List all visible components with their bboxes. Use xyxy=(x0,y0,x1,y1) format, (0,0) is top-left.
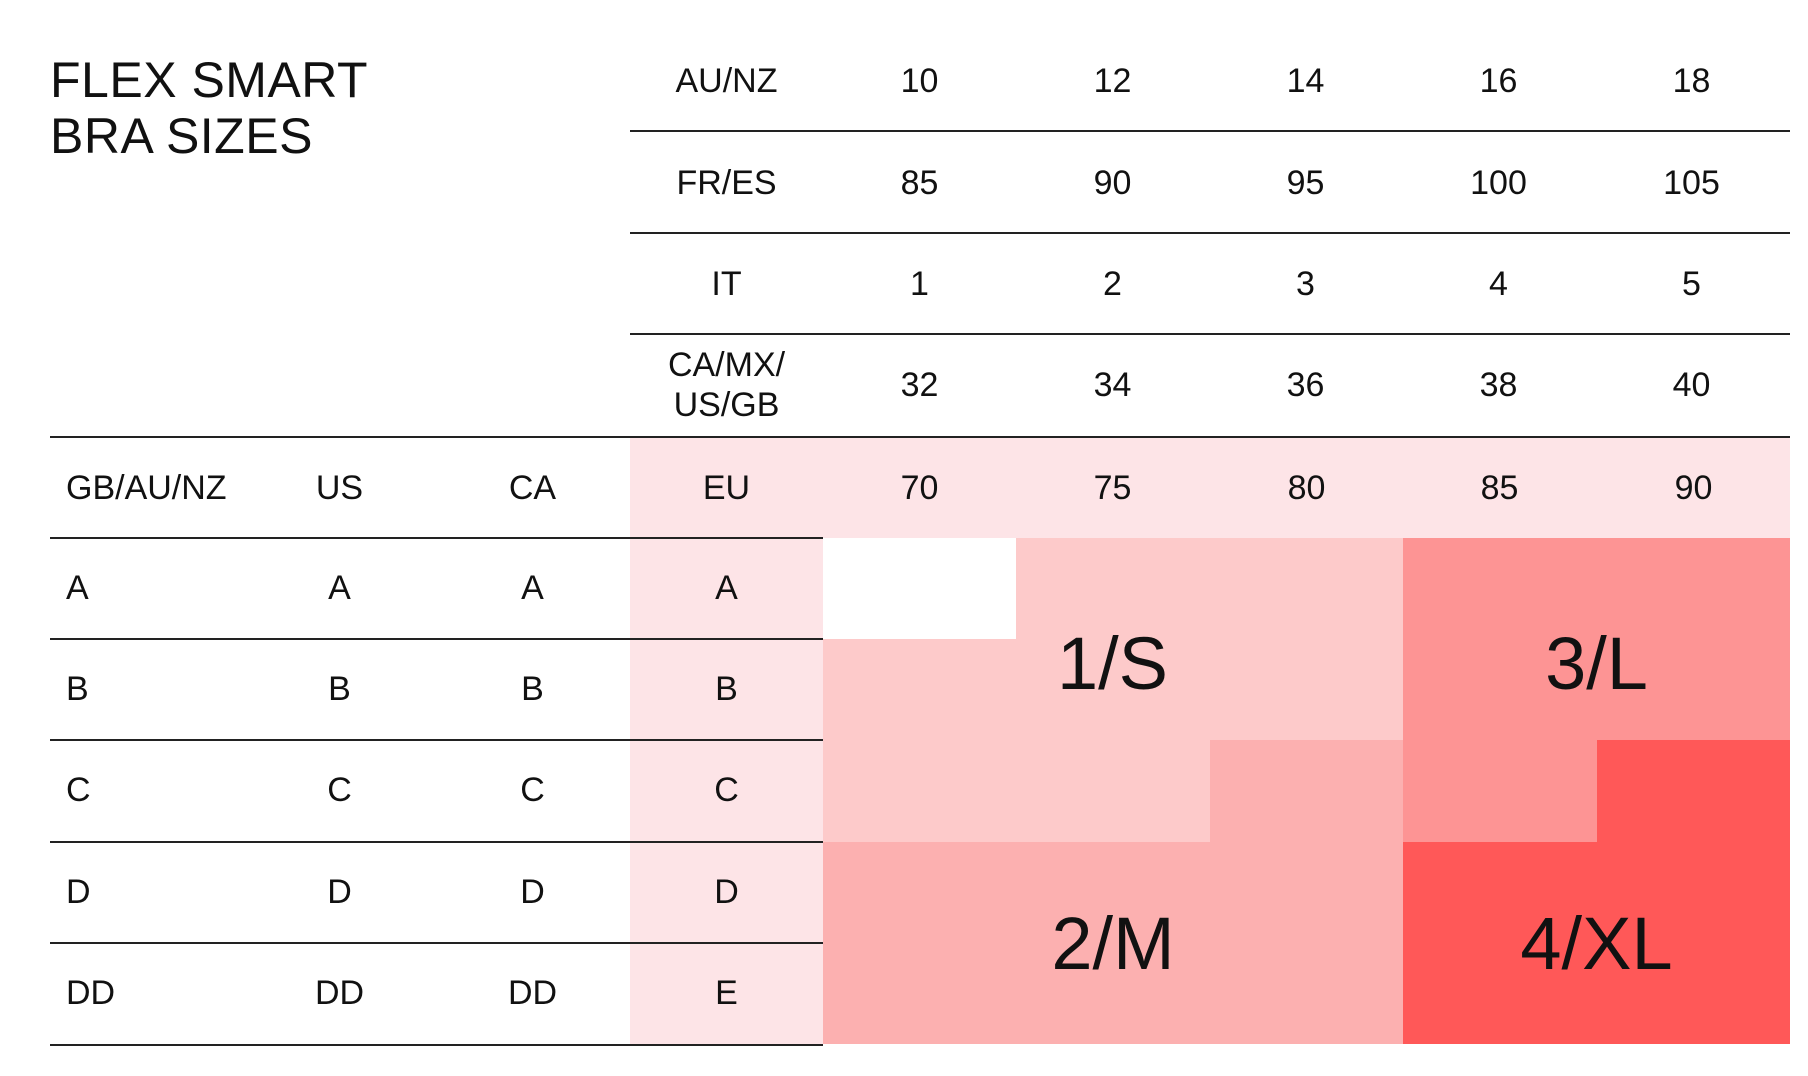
row-divider xyxy=(50,841,823,843)
grid-bottom-border xyxy=(50,1044,823,1046)
band-row-au-nz: AU/NZ 10 12 14 16 18 xyxy=(630,30,1790,131)
eu-band-value: 90 xyxy=(1674,469,1713,507)
band-value: 4 xyxy=(1489,264,1508,303)
cup-header-eu: EU xyxy=(702,469,751,507)
size-label-s: 1/S xyxy=(1056,621,1169,705)
band-system-label: IT xyxy=(711,264,742,303)
cup-size-grid: GB/AU/NZ US CA EU 70 75 80 85 90 A A A A… xyxy=(50,436,1790,1046)
band-value: 10 xyxy=(900,61,939,100)
cup-eu: D xyxy=(714,873,739,911)
row-divider xyxy=(50,942,823,944)
size-xl-block xyxy=(1597,740,1790,842)
cup-eu: A xyxy=(715,569,738,607)
title-line-1: FLEX SMART xyxy=(50,52,369,108)
cup-us: B xyxy=(328,670,351,708)
page-title: FLEX SMART BRA SIZES xyxy=(50,52,368,164)
size-m-block xyxy=(1210,740,1403,842)
cup-ca: C xyxy=(520,771,545,809)
band-value: 100 xyxy=(1470,163,1527,202)
size-xl-block xyxy=(1403,842,1790,1044)
cup-gb: C xyxy=(66,771,91,809)
band-value: 3 xyxy=(1296,264,1315,303)
band-row-fr-es: FR/ES 85 90 95 100 105 xyxy=(630,132,1790,233)
cup-us: A xyxy=(328,569,351,607)
size-label-l: 3/L xyxy=(1545,621,1648,705)
size-s-block xyxy=(823,639,1403,740)
band-value: 105 xyxy=(1663,163,1720,202)
band-value: 36 xyxy=(1286,365,1325,404)
eu-band-value: 85 xyxy=(1480,469,1519,507)
row-divider xyxy=(630,232,1790,234)
cup-eu: B xyxy=(715,670,738,708)
band-value: 32 xyxy=(900,365,939,404)
cup-header-gb: GB/AU/NZ xyxy=(66,469,227,507)
band-system-label: AU/NZ xyxy=(675,61,778,100)
row-divider xyxy=(50,537,823,539)
band-value: 5 xyxy=(1682,264,1701,303)
band-system-label: FR/ES xyxy=(676,163,777,202)
band-value: 90 xyxy=(1093,163,1132,202)
eu-column-band xyxy=(630,538,823,1044)
size-s-block xyxy=(823,740,1210,842)
cup-ca: B xyxy=(521,670,544,708)
cup-header-us: US xyxy=(315,469,364,507)
size-label-xl: 4/XL xyxy=(1520,901,1673,985)
cup-ca: DD xyxy=(507,974,558,1012)
band-row-ca-mx-us-gb: CA/MX/ US/GB 32 34 36 38 40 xyxy=(630,334,1790,435)
band-value: 18 xyxy=(1672,61,1711,100)
band-system-label: CA/MX/ US/GB xyxy=(667,345,786,424)
band-value: 12 xyxy=(1093,61,1132,100)
band-value: 14 xyxy=(1286,61,1325,100)
cup-eu: C xyxy=(714,771,739,809)
row-divider xyxy=(630,130,1790,132)
cup-gb: D xyxy=(66,873,91,911)
band-value: 34 xyxy=(1093,365,1132,404)
cup-gb: A xyxy=(66,569,89,607)
title-line-2: BRA SIZES xyxy=(50,108,313,164)
cup-gb: DD xyxy=(66,974,116,1012)
band-value: 95 xyxy=(1286,163,1325,202)
cup-ca: A xyxy=(521,569,544,607)
eu-band-value: 80 xyxy=(1287,469,1326,507)
band-value: 40 xyxy=(1672,365,1711,404)
band-value: 38 xyxy=(1479,365,1518,404)
cup-eu: E xyxy=(715,974,738,1012)
cup-us: DD xyxy=(314,974,365,1012)
band-value: 16 xyxy=(1479,61,1518,100)
cup-us: C xyxy=(327,771,352,809)
row-divider xyxy=(630,333,1790,335)
cup-header-ca: CA xyxy=(508,469,557,507)
size-l-block xyxy=(1403,740,1597,842)
eu-band-value: 70 xyxy=(900,469,939,507)
grid-top-border xyxy=(50,436,1790,438)
band-value: 85 xyxy=(900,163,939,202)
band-value: 2 xyxy=(1103,264,1122,303)
cup-us: D xyxy=(327,873,352,911)
size-m-block xyxy=(823,842,1403,1044)
band-row-it: IT 1 2 3 4 5 xyxy=(630,233,1790,334)
size-s-block xyxy=(1016,538,1403,639)
cup-ca: D xyxy=(520,873,545,911)
row-divider xyxy=(50,638,823,640)
eu-band-value: 75 xyxy=(1093,469,1132,507)
row-divider xyxy=(50,739,823,741)
size-label-m: 2/M xyxy=(1051,901,1175,985)
band-value: 1 xyxy=(910,264,929,303)
eu-header-band xyxy=(630,438,1790,538)
cup-gb: B xyxy=(66,670,89,708)
size-l-block xyxy=(1403,538,1790,740)
